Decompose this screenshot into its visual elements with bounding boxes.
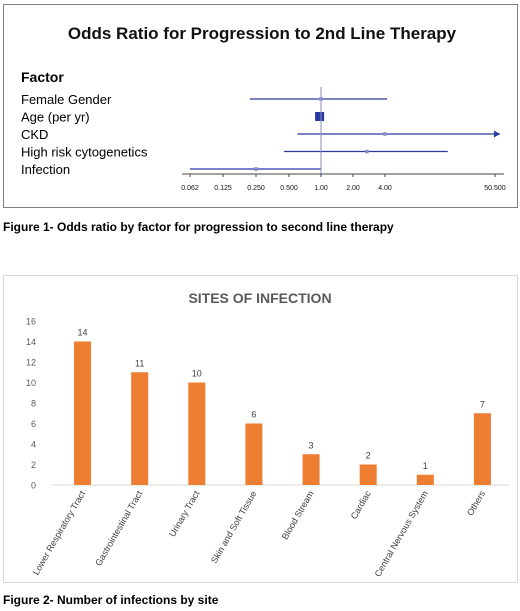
y-tick-label: 12	[26, 358, 36, 368]
x-tick-label: 4.00	[378, 185, 392, 192]
factor-header: Factor	[21, 69, 64, 85]
category-label: Skin and Soft Tissue	[209, 489, 259, 565]
bar-value-label: 6	[251, 410, 256, 420]
factor-label: High risk cytogenetics	[21, 145, 148, 160]
bar-value-label: 10	[192, 369, 202, 379]
forest-plot-title: Odds Ratio for Progression to 2nd Line T…	[68, 24, 457, 43]
forest-plot-panel: Odds Ratio for Progression to 2nd Line T…	[3, 4, 518, 208]
bar	[359, 464, 377, 485]
y-tick-label: 16	[26, 317, 36, 327]
x-tick-label: 50.500	[484, 185, 506, 192]
bar-value-label: 14	[78, 328, 88, 338]
factor-label: Age (per yr)	[21, 110, 90, 125]
odds-ratio-point	[315, 112, 325, 121]
y-tick-label: 10	[26, 378, 36, 388]
category-label: Lower Respiratory Tract	[31, 489, 88, 577]
x-tick-label: 1.00	[314, 185, 328, 192]
factor-label: Infection	[21, 162, 70, 177]
y-tick-label: 14	[26, 337, 36, 347]
forest-plot: Odds Ratio for Progression to 2nd Line T…	[21, 24, 506, 192]
bar-value-label: 7	[480, 399, 485, 409]
bar-chart-panel: SITES OF INFECTION 0 2 4 6 8 10 12 14 16 14 11 10 6…	[3, 275, 518, 583]
category-label: Cardiac	[349, 489, 373, 521]
bar-value-label: 11	[135, 358, 144, 368]
bar	[131, 372, 149, 485]
x-tick-label: 0.062	[181, 185, 199, 192]
y-tick-label: 0	[31, 481, 36, 491]
bar	[473, 413, 491, 485]
bar-value-label: 2	[366, 451, 371, 461]
bar-value-label: 3	[309, 440, 314, 450]
y-tick-label: 2	[31, 460, 36, 470]
category-label: Urinary Tract	[167, 489, 202, 539]
odds-ratio-point	[365, 149, 369, 154]
factor-label: CKD	[21, 127, 48, 142]
factor-label: Female Gender	[21, 92, 112, 107]
category-label: Others	[465, 489, 487, 518]
y-tick-label: 4	[31, 440, 36, 450]
bar-chart-title: SITES OF INFECTION	[188, 290, 331, 306]
bar	[245, 423, 263, 485]
x-tick-label: 0.125	[214, 185, 232, 192]
bar	[188, 382, 206, 485]
y-tick-label: 8	[31, 399, 36, 409]
figure-2-caption: Figure 2- Number of infections by site	[3, 593, 219, 607]
bar	[302, 454, 320, 485]
category-label: Blood Stream	[280, 489, 316, 541]
bar-value-label: 1	[423, 461, 428, 471]
odds-ratio-point	[383, 132, 387, 136]
figure-1-caption: Figure 1- Odds ratio by factor for progr…	[3, 220, 394, 234]
x-tick-label: 2.00	[346, 185, 360, 192]
ci-arrow-icon	[494, 130, 500, 138]
x-tick-label: 0.500	[280, 185, 298, 192]
bar	[416, 474, 434, 485]
x-tick-label: 0.250	[247, 185, 265, 192]
category-label: Central Nervous System	[373, 489, 430, 578]
bar	[74, 341, 92, 485]
odds-ratio-point	[254, 167, 258, 171]
y-tick-label: 6	[31, 419, 36, 429]
category-label: Gastrointestinal Tract	[93, 489, 144, 568]
